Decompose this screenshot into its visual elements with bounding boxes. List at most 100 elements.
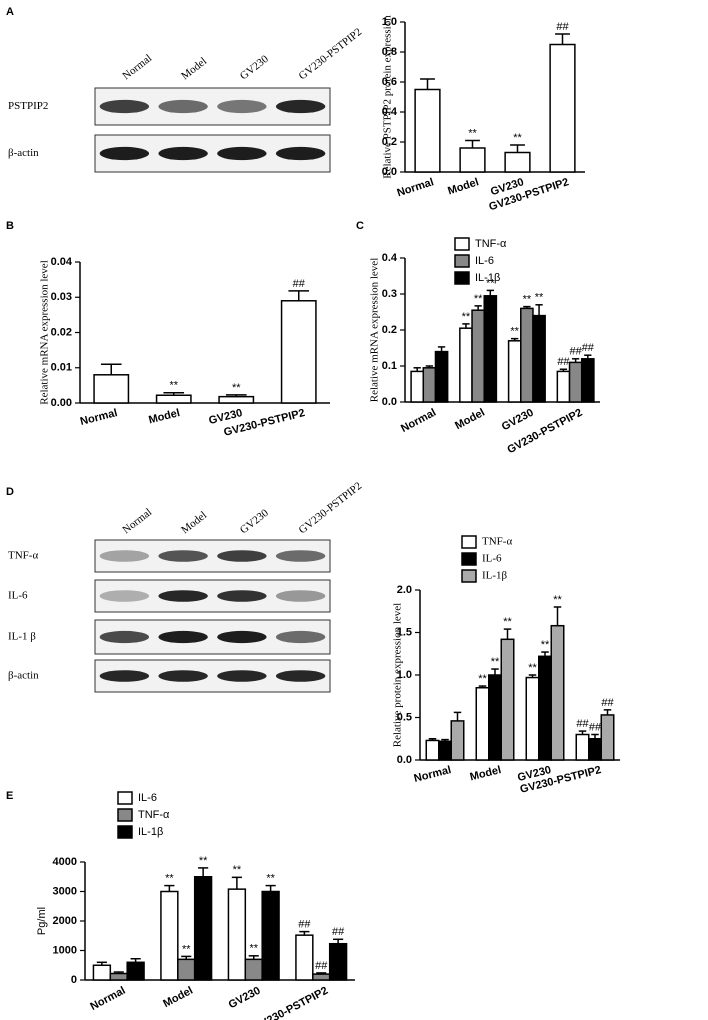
blot-row-label: β-actin bbox=[8, 670, 39, 682]
bar bbox=[550, 624, 565, 761]
blot-band bbox=[158, 550, 208, 562]
significance-mark: ** bbox=[249, 943, 258, 955]
significance-mark: ** bbox=[523, 294, 532, 306]
significance-mark: ** bbox=[232, 382, 241, 394]
blot-band bbox=[99, 550, 150, 562]
legend-label: IL-1β bbox=[482, 570, 508, 582]
y-tick-label: 0.8 bbox=[382, 46, 397, 58]
legend-swatch bbox=[454, 237, 470, 251]
significance-mark: ** bbox=[541, 639, 550, 651]
y-tick-label: 0.00 bbox=[51, 397, 72, 409]
lane-label: Model bbox=[179, 55, 209, 82]
bar bbox=[227, 888, 247, 981]
y-tick-label: 1.5 bbox=[397, 626, 412, 638]
blot-band bbox=[217, 550, 267, 562]
bar bbox=[500, 638, 515, 761]
legend-label: TNF-α bbox=[482, 536, 512, 548]
legend-label: TNF-α bbox=[475, 238, 507, 250]
y-axis-label: Pg/ml bbox=[36, 907, 48, 935]
significance-mark: ** bbox=[528, 662, 537, 674]
bar bbox=[504, 151, 531, 173]
bar bbox=[434, 350, 449, 403]
bar bbox=[575, 733, 590, 761]
blot-row-label: TNF-α bbox=[8, 550, 38, 562]
significance-mark: ## bbox=[576, 718, 589, 730]
bar bbox=[538, 655, 552, 761]
x-tick-label: Normal bbox=[413, 764, 453, 785]
y-tick-label: 0 bbox=[71, 974, 77, 986]
bar bbox=[532, 314, 546, 403]
lane-label: GV230 bbox=[238, 507, 271, 537]
lane-label: GV230 bbox=[238, 53, 271, 83]
blot-band bbox=[275, 550, 326, 562]
bar bbox=[422, 367, 437, 403]
blot-band bbox=[217, 630, 267, 644]
y-tick-label: 1.0 bbox=[382, 16, 397, 28]
bar bbox=[580, 358, 595, 403]
blot-band bbox=[217, 590, 267, 602]
y-tick-label: 0.6 bbox=[382, 76, 397, 88]
y-axis-label: Relative PSTPIP2 protein expression bbox=[382, 15, 394, 179]
x-tick-label: GV230 bbox=[227, 985, 263, 1012]
y-axis-label: Relative mRNA expression level bbox=[39, 260, 51, 405]
y-axis-label: Relative mRNA expression level bbox=[369, 258, 381, 403]
y-tick-label: 0.2 bbox=[382, 136, 397, 148]
bar bbox=[459, 327, 473, 403]
blot-band bbox=[158, 99, 208, 114]
y-tick-label: 0.03 bbox=[51, 291, 72, 303]
significance-mark: ** bbox=[513, 132, 522, 144]
y-tick-label: 2.0 bbox=[397, 584, 412, 596]
bar bbox=[109, 972, 128, 981]
blot-band bbox=[275, 146, 326, 161]
bar bbox=[126, 961, 145, 981]
y-tick-label: 4000 bbox=[53, 856, 77, 868]
significance-mark: ## bbox=[556, 21, 569, 33]
y-axis-label: Relative protein expression level bbox=[392, 603, 404, 747]
blot-band bbox=[217, 670, 267, 682]
significance-mark: ** bbox=[491, 656, 500, 668]
x-tick-label: Normal bbox=[79, 407, 119, 428]
bar bbox=[414, 88, 441, 173]
blot-band bbox=[158, 146, 208, 161]
lane-label: Normal bbox=[120, 506, 154, 536]
bar bbox=[328, 942, 348, 981]
blot-band bbox=[158, 630, 208, 644]
legend-label: IL-1β bbox=[475, 272, 500, 284]
y-tick-label: 3000 bbox=[53, 885, 77, 897]
blot-band bbox=[158, 590, 208, 602]
legend-label: IL-6 bbox=[138, 792, 157, 804]
bar bbox=[261, 890, 280, 981]
bar bbox=[525, 676, 540, 761]
blot-band bbox=[275, 670, 326, 682]
significance-mark: ** bbox=[474, 293, 483, 305]
blot-band bbox=[99, 590, 150, 602]
blot-band bbox=[99, 146, 150, 161]
significance-mark: ## bbox=[293, 278, 306, 290]
panel-label: E bbox=[6, 790, 13, 802]
significance-mark: ** bbox=[233, 864, 242, 876]
blot-band bbox=[275, 590, 326, 602]
significance-mark: ** bbox=[182, 943, 191, 955]
significance-mark: ** bbox=[510, 326, 519, 338]
bar bbox=[600, 714, 615, 761]
bar bbox=[471, 309, 485, 403]
bar bbox=[568, 361, 583, 403]
bar bbox=[549, 43, 576, 173]
blot-row bbox=[94, 579, 331, 613]
significance-mark: ** bbox=[553, 594, 562, 606]
bar bbox=[155, 394, 192, 404]
significance-mark: ## bbox=[601, 697, 614, 709]
y-tick-label: 0.5 bbox=[397, 711, 412, 723]
blot-band bbox=[275, 630, 326, 644]
y-tick-label: 1.0 bbox=[397, 669, 412, 681]
bar bbox=[438, 740, 452, 761]
significance-mark: ** bbox=[266, 873, 275, 885]
significance-mark: ## bbox=[589, 721, 602, 733]
significance-mark: ** bbox=[535, 292, 544, 304]
y-tick-label: 0.01 bbox=[51, 362, 72, 374]
bar bbox=[556, 370, 571, 403]
blot-row-label: β-actin bbox=[8, 147, 39, 159]
y-tick-label: 0.1 bbox=[382, 360, 397, 372]
bar bbox=[450, 720, 465, 761]
